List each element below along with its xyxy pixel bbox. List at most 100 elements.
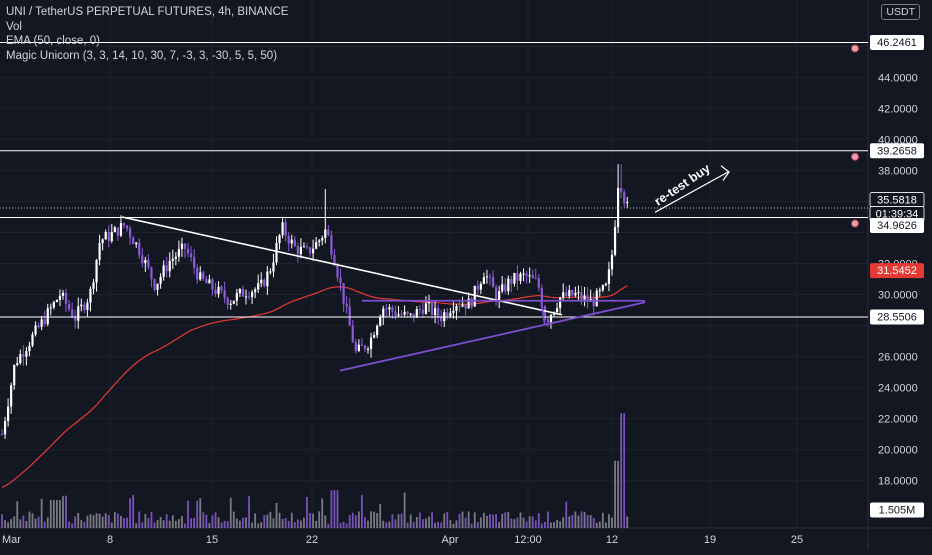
price-badge[interactable]	[870, 34, 924, 50]
candle-body	[373, 335, 376, 338]
candle-body	[440, 317, 443, 322]
volume-bar	[104, 513, 107, 528]
volume-bar	[293, 522, 296, 528]
candle-body	[339, 277, 342, 284]
candle-body	[449, 312, 452, 316]
volume-bar	[425, 518, 427, 528]
candle-body	[64, 292, 68, 304]
candle-body	[19, 354, 22, 364]
volume-bar	[278, 512, 281, 528]
volume-bar	[354, 515, 357, 528]
candle-body	[302, 246, 306, 248]
candle-body	[525, 273, 528, 277]
volume-bar	[345, 523, 348, 528]
candle-body	[479, 283, 482, 290]
candle-body	[58, 295, 62, 301]
candle-body	[430, 302, 434, 316]
volume-bar	[306, 496, 308, 528]
price-badge[interactable]	[870, 263, 924, 279]
candle-body	[467, 298, 470, 309]
candle-body	[119, 223, 123, 236]
candle-body	[406, 311, 409, 314]
symbol-title[interactable]: UNI / TetherUS PERPETUAL FUTURES, 4h, BI…	[6, 6, 289, 18]
candle-body	[61, 292, 65, 296]
volume-bar	[281, 518, 284, 528]
volume-bar	[242, 517, 244, 528]
triangle-lower-line[interactable]	[339, 301, 646, 372]
candle-body	[562, 292, 565, 298]
candle-body	[244, 296, 248, 298]
price-tick-label: 22.0000	[878, 414, 918, 426]
retest-arrow[interactable]	[654, 171, 729, 213]
volume-bar	[89, 514, 92, 528]
unicorn-marker-icon[interactable]	[851, 219, 859, 228]
price-badge[interactable]	[870, 502, 924, 518]
candle-body	[357, 344, 360, 351]
candle-body	[464, 304, 467, 309]
candle-body	[400, 313, 403, 315]
candle-body	[470, 298, 473, 307]
candle-body	[434, 308, 437, 316]
volume-bar	[595, 522, 598, 528]
volume-bar	[202, 512, 205, 528]
volume-bar	[223, 520, 226, 528]
time-tick-label: 12	[606, 534, 618, 546]
volume-bar	[513, 519, 516, 528]
price-badge[interactable]	[870, 143, 924, 159]
candle-body	[116, 227, 119, 236]
volume-bar	[40, 498, 43, 528]
candle-body	[0, 434, 4, 436]
ema-indicator-label[interactable]: EMA (50, close, 0)	[6, 35, 100, 47]
price-badge[interactable]	[870, 218, 924, 234]
candle-body	[498, 291, 501, 301]
candle-body	[394, 311, 397, 316]
volume-bar	[339, 522, 342, 528]
volume-bar	[239, 520, 241, 528]
candle-body	[281, 222, 284, 236]
volume-bar	[211, 515, 214, 528]
volume-bar	[184, 523, 186, 528]
volume-bar	[52, 500, 55, 528]
candle-body	[202, 272, 205, 279]
descending-trendline[interactable]	[121, 216, 563, 316]
volume-bar	[62, 496, 64, 528]
volume-bar	[83, 522, 86, 528]
candle-body	[415, 309, 418, 318]
volume-bar	[74, 516, 77, 528]
candle-body	[284, 222, 287, 236]
volume-bar	[531, 516, 534, 528]
magic-unicorn-indicator-label[interactable]: Magic Unicorn (3, 3, 14, 10, 30, 7, -3, …	[6, 49, 278, 62]
volume-bar	[309, 513, 311, 528]
volume-bar	[605, 522, 607, 528]
time-tick-label: 19	[704, 534, 716, 546]
volume-bar	[364, 517, 366, 528]
volume-bar	[376, 513, 379, 528]
currency-button[interactable]: USDT	[881, 4, 920, 20]
candle-body	[232, 300, 235, 304]
price-tick-label: 38.0000	[878, 165, 918, 177]
unicorn-marker-icon[interactable]	[851, 152, 859, 161]
volume-bar	[373, 511, 375, 528]
candle-body	[336, 265, 339, 278]
time-tick-label: 22	[306, 534, 318, 546]
ema-line	[1, 285, 628, 489]
volume-bar	[46, 517, 49, 528]
volume-bar	[324, 515, 327, 528]
volume-indicator-label[interactable]: Vol	[6, 20, 22, 33]
candle-body	[25, 351, 28, 357]
candle-body	[13, 365, 16, 386]
volume-bar	[559, 521, 562, 528]
candle-body	[613, 226, 617, 255]
unicorn-marker-icon[interactable]	[851, 44, 859, 53]
candle-body	[138, 242, 141, 256]
volume-bar	[336, 490, 339, 528]
volume-bar	[77, 512, 80, 528]
candle-body	[199, 272, 202, 280]
volume-bar	[199, 498, 202, 528]
candle-body	[504, 284, 507, 292]
price-badge[interactable]	[870, 309, 924, 325]
candle-body	[488, 276, 492, 278]
volume-bar	[315, 520, 318, 528]
